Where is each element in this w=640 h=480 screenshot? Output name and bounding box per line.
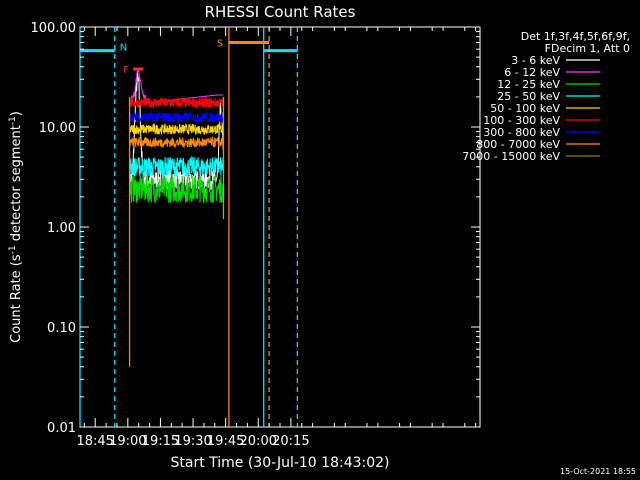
- legend: Det 1f,3f,4f,5f,6f,9f,FDecim 1, Att 03 -…: [462, 30, 630, 163]
- series-line: [130, 67, 224, 104]
- y-tick-label: 10.00: [39, 121, 76, 136]
- x-tick-label: 19:00: [109, 434, 146, 449]
- y-tick-label: 1.00: [47, 221, 76, 236]
- annotation-label: N: [120, 43, 127, 54]
- x-axis-label: Start Time (30-Jul-10 18:43:02): [170, 455, 389, 471]
- series-line: [129, 110, 224, 124]
- series-line: [129, 174, 224, 203]
- annotation-label: F: [123, 65, 129, 76]
- legend-label: 6 - 12 keV: [504, 66, 560, 79]
- chart-title: RHESSI Count Rates: [205, 3, 356, 21]
- legend-label: 25 - 50 keV: [497, 90, 560, 103]
- series-line: [129, 122, 224, 136]
- timestamp: 15-Oct-2021 18:55: [560, 467, 636, 476]
- overlay-layer: NF S: [79, 27, 299, 427]
- legend-label: 50 - 100 keV: [490, 102, 560, 115]
- legend-header: Det 1f,3f,4f,5f,6f,9f,: [521, 30, 630, 43]
- y-axis-label: Count Rate (s-1 detector segment-1): [8, 111, 24, 343]
- y-tick-label: 0.01: [47, 421, 76, 436]
- series-line: [129, 135, 224, 149]
- plot-frame: [79, 26, 481, 428]
- x-tick-label: 19:30: [174, 434, 211, 449]
- legend-header: FDecim 1, Att 0: [545, 42, 630, 55]
- series-line: [129, 155, 224, 177]
- legend-label: 7000 - 15000 keV: [462, 150, 560, 163]
- legend-label: 3 - 6 keV: [511, 54, 560, 67]
- series-line: [129, 96, 224, 110]
- x-tick-label: 19:45: [207, 434, 244, 449]
- axis-layer: 100.0010.001.000.100.0118:4519:0019:1519…: [31, 21, 480, 449]
- series-line: [129, 71, 224, 190]
- y-tick-label: 100.00: [31, 21, 77, 36]
- annotation-label: S: [217, 38, 223, 49]
- legend-label: 12 - 25 keV: [497, 78, 560, 91]
- x-tick-label: 19:15: [142, 434, 179, 449]
- series-layer: [129, 67, 224, 203]
- legend-label: 300 - 800 keV: [483, 126, 560, 139]
- x-tick-label: 20:00: [240, 434, 277, 449]
- x-tick-label: 18:45: [76, 434, 113, 449]
- y-tick-label: 0.10: [47, 321, 76, 336]
- legend-label: 100 - 300 keV: [483, 114, 560, 127]
- x-tick-label: 20:15: [272, 434, 309, 449]
- legend-label: 800 - 7000 keV: [476, 138, 560, 151]
